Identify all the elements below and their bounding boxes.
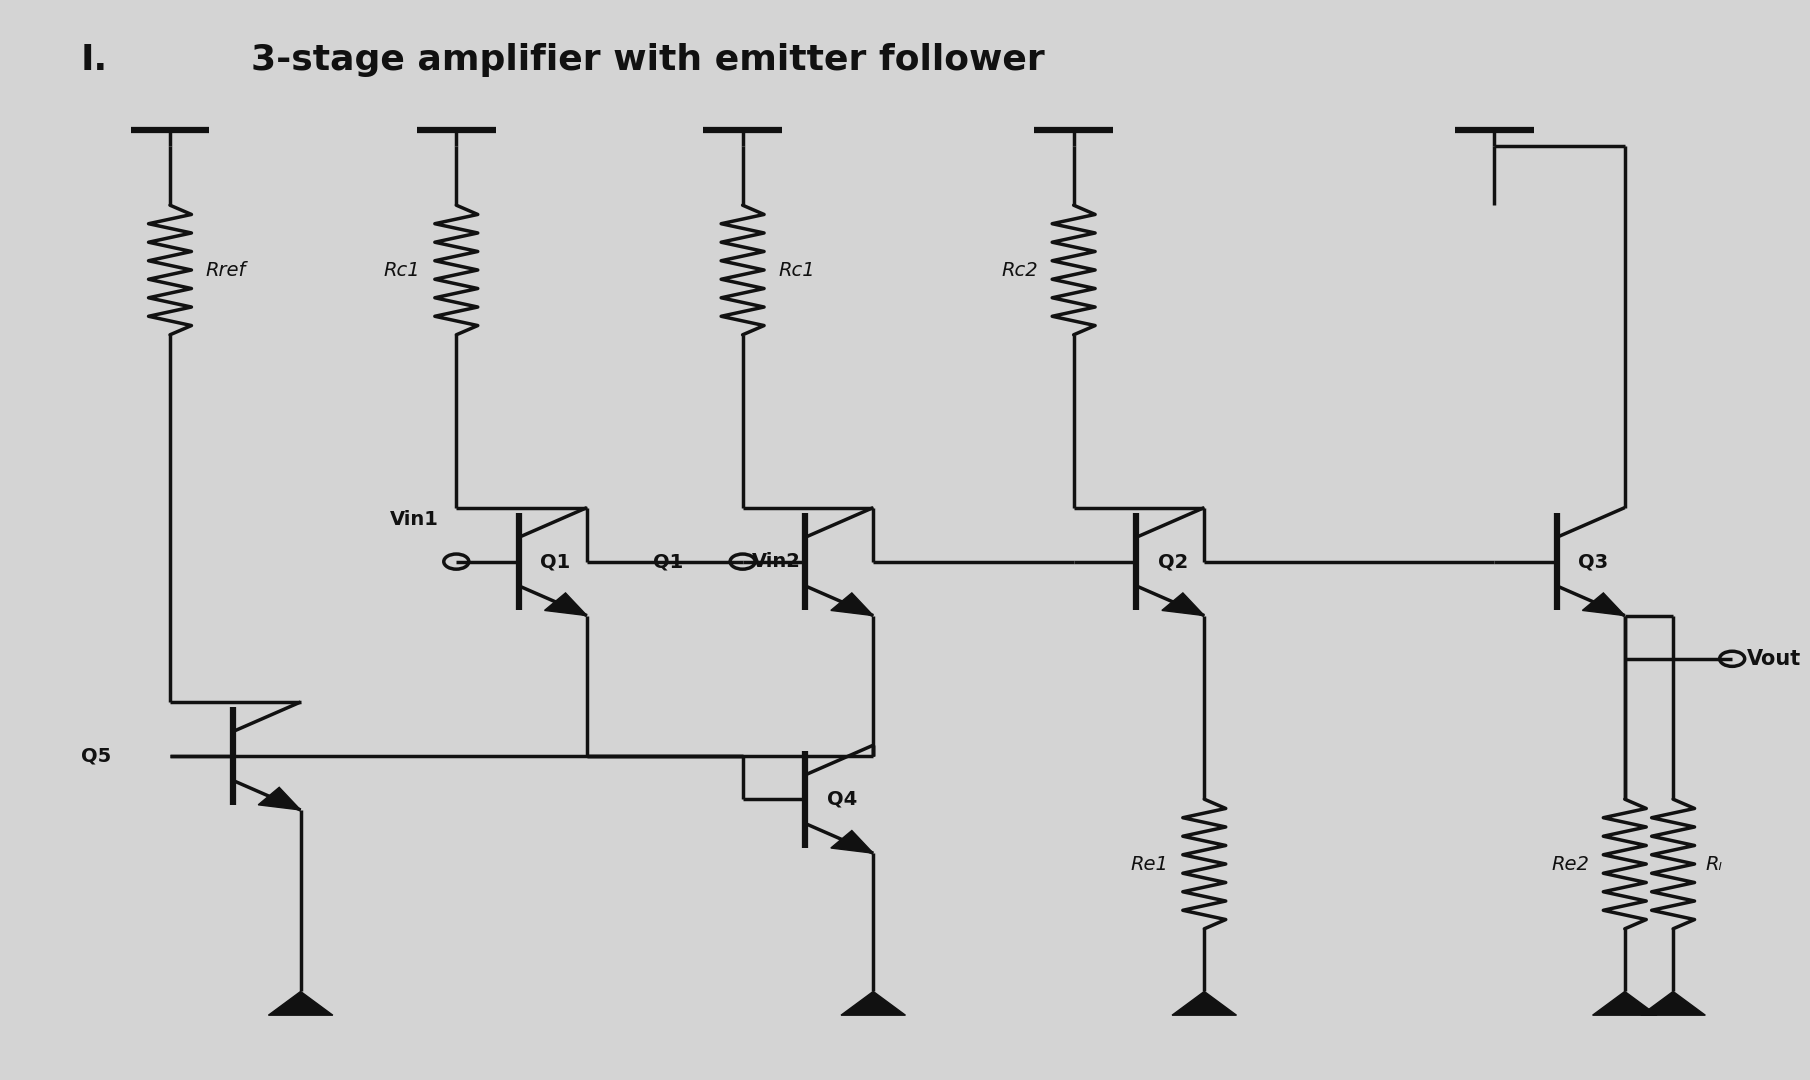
Text: Re1: Re1 [1131, 854, 1169, 874]
Polygon shape [1582, 593, 1625, 616]
Text: Q2: Q2 [1158, 552, 1187, 571]
Text: Q4: Q4 [827, 789, 856, 809]
Polygon shape [1593, 991, 1656, 1015]
Polygon shape [1642, 991, 1705, 1015]
Text: Q1: Q1 [653, 552, 684, 571]
Text: 3-stage amplifier with emitter follower: 3-stage amplifier with emitter follower [250, 43, 1044, 77]
Polygon shape [1162, 593, 1204, 616]
Polygon shape [842, 991, 905, 1015]
Text: Vin1: Vin1 [389, 510, 438, 529]
Polygon shape [831, 593, 872, 616]
Polygon shape [831, 831, 872, 853]
Text: Q3: Q3 [1578, 552, 1609, 571]
Text: Rc2: Rc2 [1001, 260, 1037, 280]
Text: Re2: Re2 [1551, 854, 1589, 874]
Text: Rₗ: Rₗ [1705, 854, 1721, 874]
Text: Vin2: Vin2 [751, 552, 800, 571]
Text: Rc1: Rc1 [778, 260, 814, 280]
Text: Q1: Q1 [541, 552, 570, 571]
Polygon shape [545, 593, 586, 616]
Polygon shape [268, 991, 333, 1015]
Polygon shape [259, 787, 300, 810]
Text: Rc1: Rc1 [384, 260, 420, 280]
Polygon shape [1173, 991, 1236, 1015]
Text: Rref: Rref [206, 260, 246, 280]
Text: Q5: Q5 [80, 746, 110, 766]
Text: I.: I. [80, 43, 107, 77]
Text: Vout: Vout [1747, 649, 1801, 669]
